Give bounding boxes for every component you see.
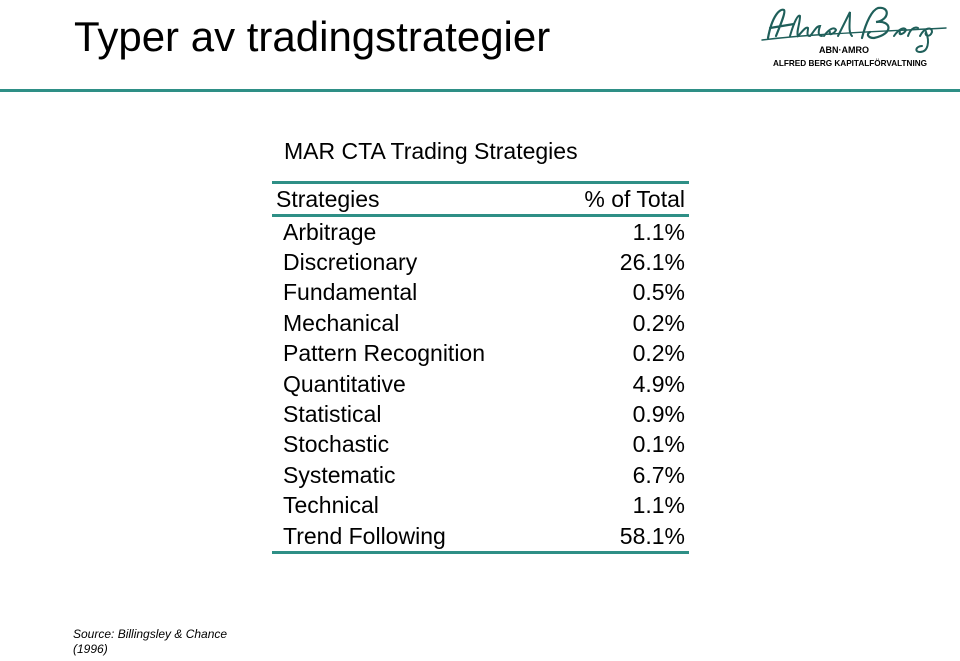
strategy-percent: 0.1% <box>632 431 685 458</box>
logo-tagline: ALFRED BERG KAPITALFÖRVALTNING <box>773 58 927 68</box>
slide-title: Typer av tradingstrategier <box>74 13 551 60</box>
strategy-name: Pattern Recognition <box>283 340 486 367</box>
alfred-berg-logo: ABN·AMRO ALFRED BERG KAPITALFÖRVALTNING <box>750 2 950 70</box>
strategy-name: Stochastic <box>283 431 390 458</box>
source-note: Source: Billingsley & Chance (1996) <box>73 627 273 657</box>
table-title: MAR CTA Trading Strategies <box>284 138 578 164</box>
strategy-name: Systematic <box>283 461 396 488</box>
table-row: Fundamental 0.5% <box>272 278 689 308</box>
table-row: Quantitative 4.9% <box>272 369 689 399</box>
strategy-name: Fundamental <box>283 279 418 306</box>
strategy-percent: 4.9% <box>632 370 685 397</box>
column-header-percent: % of Total <box>584 185 685 212</box>
strategy-percent: 0.2% <box>632 309 685 336</box>
table-row: Pattern Recognition 0.2% <box>272 339 689 369</box>
table-row: Mechanical 0.2% <box>272 308 689 338</box>
strategy-percent: 6.7% <box>632 461 685 488</box>
table-body: Arbitrage 1.1% Discretionary 26.1% Fundament… <box>272 217 689 551</box>
strategy-percent: 1.1% <box>632 492 685 519</box>
strategy-name: Statistical <box>283 401 382 428</box>
table-row: Discretionary 26.1% <box>272 247 689 277</box>
table-row: Stochastic 0.1% <box>272 430 689 460</box>
strategy-name: Technical <box>283 492 379 519</box>
table-row: Technical 1.1% <box>272 491 689 521</box>
table-row: Arbitrage 1.1% <box>272 217 689 247</box>
strategy-percent: 0.5% <box>632 279 685 306</box>
source-line-2: (1996) <box>73 642 108 656</box>
strategy-percent: 0.2% <box>632 340 685 367</box>
table-header-rule <box>272 214 689 217</box>
table-row: Statistical 0.9% <box>272 399 689 429</box>
strategy-name: Quantitative <box>283 370 406 397</box>
alfred-berg-logo-mark: ABN·AMRO ALFRED BERG KAPITALFÖRVALTNING <box>761 6 947 68</box>
table-row: Systematic 6.7% <box>272 460 689 490</box>
strategy-name: Trend Following <box>283 522 446 549</box>
header-divider <box>0 89 960 92</box>
strategy-percent: 58.1% <box>619 522 685 549</box>
strategy-percent: 1.1% <box>632 218 685 245</box>
table-top-rule <box>272 181 689 184</box>
source-line-1: Source: Billingsley & Chance <box>73 627 228 641</box>
strategy-name: Discretionary <box>283 249 418 276</box>
table-bottom-rule <box>272 551 689 555</box>
strategy-percent: 26.1% <box>619 249 685 276</box>
column-header-strategies: Strategies <box>276 185 380 212</box>
strategy-percent: 0.9% <box>632 401 685 428</box>
strategies-table: Strategies % of Total Arbitrage 1.1% Discr… <box>272 181 689 555</box>
strategy-name: Mechanical <box>283 309 400 336</box>
table-header-row: Strategies % of Total <box>272 184 689 214</box>
logo-sub-brand: ABN·AMRO <box>819 45 869 55</box>
table-row: Trend Following 58.1% <box>272 521 689 551</box>
strategy-name: Arbitrage <box>283 218 377 245</box>
